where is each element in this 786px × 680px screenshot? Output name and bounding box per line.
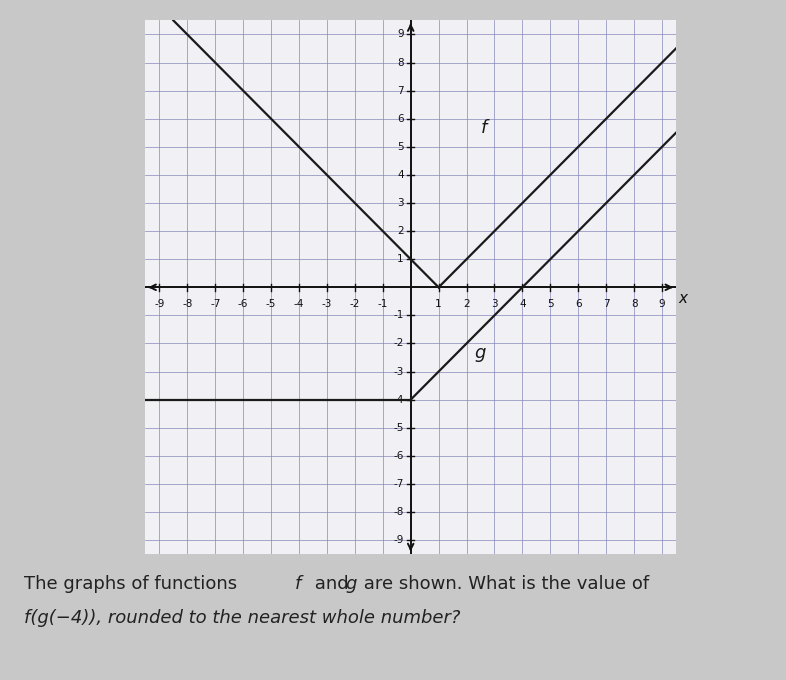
Text: -6: -6 <box>238 299 248 309</box>
Text: The graphs of functions: The graphs of functions <box>24 575 242 592</box>
Text: -4: -4 <box>294 299 304 309</box>
Text: 7: 7 <box>603 299 609 309</box>
Text: 7: 7 <box>397 86 404 96</box>
Text: 2: 2 <box>463 299 470 309</box>
Text: 8: 8 <box>630 299 637 309</box>
Text: x: x <box>679 291 688 306</box>
Text: -1: -1 <box>377 299 388 309</box>
Text: 9: 9 <box>659 299 665 309</box>
Text: are shown. What is the value of: are shown. What is the value of <box>358 575 648 592</box>
Text: -2: -2 <box>393 339 404 348</box>
Text: 3: 3 <box>397 198 404 208</box>
Text: 5: 5 <box>547 299 553 309</box>
Text: and: and <box>309 575 354 592</box>
Text: -1: -1 <box>393 310 404 320</box>
Text: f: f <box>295 575 301 592</box>
Text: 3: 3 <box>491 299 498 309</box>
Text: -2: -2 <box>350 299 360 309</box>
Text: 1: 1 <box>435 299 442 309</box>
Text: -3: -3 <box>393 367 404 377</box>
Text: f: f <box>480 119 487 137</box>
Text: 6: 6 <box>575 299 582 309</box>
Text: -5: -5 <box>266 299 276 309</box>
Text: -5: -5 <box>393 423 404 432</box>
Text: -7: -7 <box>393 479 404 489</box>
Text: 9: 9 <box>397 29 404 39</box>
Text: -8: -8 <box>182 299 193 309</box>
Text: 4: 4 <box>397 170 404 180</box>
Text: -7: -7 <box>210 299 220 309</box>
Text: -4: -4 <box>393 394 404 405</box>
Text: 2: 2 <box>397 226 404 236</box>
Text: g: g <box>475 343 487 362</box>
Text: 4: 4 <box>519 299 526 309</box>
Text: -3: -3 <box>321 299 332 309</box>
Text: -9: -9 <box>154 299 164 309</box>
Text: f(g(−4)), rounded to the nearest whole number?: f(g(−4)), rounded to the nearest whole n… <box>24 609 460 626</box>
Text: -9: -9 <box>393 535 404 545</box>
Text: 1: 1 <box>397 254 404 265</box>
Text: 8: 8 <box>397 58 404 67</box>
Text: 5: 5 <box>397 142 404 152</box>
Text: 6: 6 <box>397 114 404 124</box>
Text: -6: -6 <box>393 451 404 461</box>
Text: g: g <box>346 575 357 592</box>
Text: -8: -8 <box>393 507 404 517</box>
